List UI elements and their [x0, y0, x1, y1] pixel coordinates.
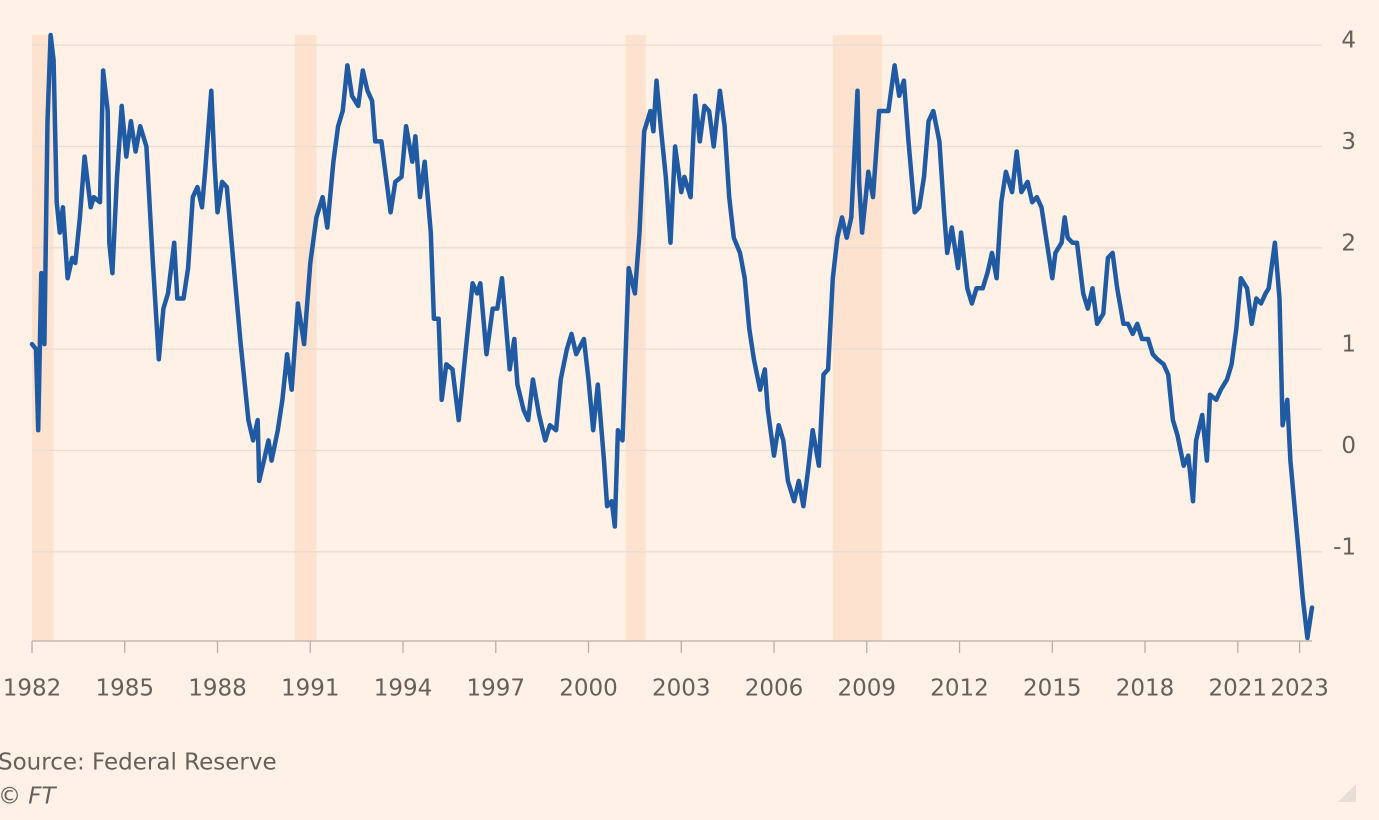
x-tick-label: 1994: [374, 676, 433, 702]
x-tick-label: 1985: [95, 676, 154, 702]
y-tick-label: 0: [1341, 433, 1356, 459]
shaded-period: [625, 35, 646, 641]
data-line: [29, 32, 1315, 641]
plot: [29, 32, 1315, 641]
x-tick-label: 2015: [1023, 676, 1082, 702]
y-tick-label: -1: [1333, 534, 1356, 560]
x-tick-label: 2023: [1270, 676, 1329, 702]
y-tick-label: 2: [1341, 230, 1356, 256]
x-tick-label: 2021: [1209, 676, 1268, 702]
resize-corner: [1338, 784, 1356, 802]
x-tick-label: 2018: [1116, 676, 1175, 702]
x-tick-label: 2003: [652, 676, 711, 702]
x-tick-label: 2012: [930, 676, 989, 702]
credit: © FT: [0, 784, 58, 810]
y-tick-label: 3: [1341, 129, 1356, 155]
x-tick-label: 2006: [745, 676, 804, 702]
source: Source: Federal Reserve: [0, 750, 277, 776]
x-tick-label: 1997: [466, 676, 525, 702]
y-tick-label: 4: [1341, 28, 1356, 54]
x-tick-label: 2009: [838, 676, 897, 702]
x-tick-label: 1988: [188, 676, 247, 702]
x-tick-label: 1982: [3, 676, 62, 702]
grid: -1 0 1 2 3 4 1982 1985 1988 1991 1994 1997 2000 2003 2…: [3, 28, 1356, 702]
x-tick-label: 2000: [559, 676, 618, 702]
y-tick-label: 1: [1341, 332, 1356, 358]
x-tick-label: 1991: [281, 676, 340, 702]
